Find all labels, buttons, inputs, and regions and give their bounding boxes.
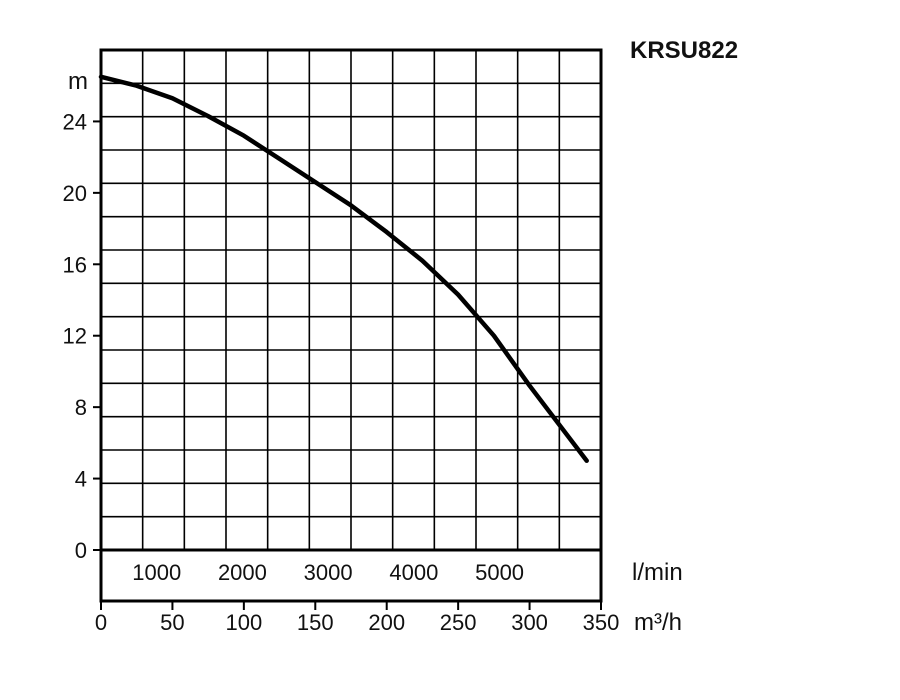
y-tick-label: 20 xyxy=(63,181,87,206)
x-m3h-tick-label: 0 xyxy=(95,610,107,635)
x-m3h-tick-label: 100 xyxy=(225,610,262,635)
x-lmin-tick-label: 5000 xyxy=(475,560,524,585)
axis-band-frame xyxy=(99,548,603,603)
y-tick-label: 8 xyxy=(75,395,87,420)
x-m3h-tick-label: 200 xyxy=(368,610,405,635)
y-tick-label: 0 xyxy=(75,538,87,563)
y-tick-label: 16 xyxy=(63,252,87,277)
x-m3h-tick-label: 150 xyxy=(297,610,334,635)
y-tick-label: 4 xyxy=(75,467,87,492)
chart-grid xyxy=(101,50,601,550)
x-m3h-tick-label: 300 xyxy=(511,610,548,635)
x-axis-m3h-unit: m³/h xyxy=(634,609,682,636)
pump-curve-line xyxy=(98,74,589,463)
x-axis-m3h-ticks: 0 50 100 150 200 250 300 350 xyxy=(95,601,619,635)
y-axis-ticks: 0 4 8 12 16 20 24 xyxy=(63,109,101,563)
x-lmin-tick-label: 2000 xyxy=(218,560,267,585)
x-m3h-tick-label: 250 xyxy=(440,610,477,635)
x-axis-lmin-unit: l/min xyxy=(632,559,683,586)
x-m3h-tick-label: 50 xyxy=(160,610,184,635)
y-tick-label: 24 xyxy=(63,109,87,134)
y-tick-label: 12 xyxy=(63,324,87,349)
x-lmin-tick-label: 1000 xyxy=(132,560,181,585)
x-axis-lmin-ticks: 1000 2000 3000 4000 5000 xyxy=(132,560,524,585)
x-lmin-tick-label: 3000 xyxy=(304,560,353,585)
x-lmin-tick-label: 4000 xyxy=(389,560,438,585)
x-m3h-tick-label: 350 xyxy=(583,610,620,635)
chart-title: KRSU822 xyxy=(630,37,738,64)
y-axis-label: m xyxy=(68,68,88,95)
